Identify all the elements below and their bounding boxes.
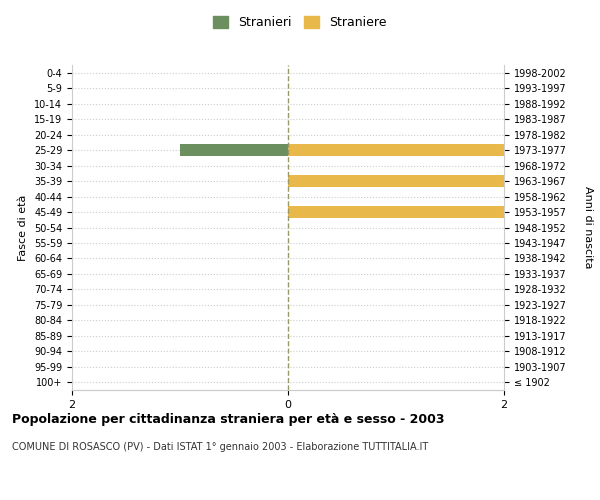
- Bar: [288, 144, 504, 156]
- Legend: Stranieri, Straniere: Stranieri, Straniere: [208, 11, 392, 34]
- Bar: [288, 176, 504, 187]
- Text: COMUNE DI ROSASCO (PV) - Dati ISTAT 1° gennaio 2003 - Elaborazione TUTTITALIA.IT: COMUNE DI ROSASCO (PV) - Dati ISTAT 1° g…: [12, 442, 428, 452]
- Text: Popolazione per cittadinanza straniera per età e sesso - 2003: Popolazione per cittadinanza straniera p…: [12, 412, 445, 426]
- Bar: [180, 144, 288, 156]
- Y-axis label: Anni di nascita: Anni di nascita: [583, 186, 593, 269]
- Bar: [288, 206, 504, 218]
- Y-axis label: Fasce di età: Fasce di età: [19, 194, 28, 260]
